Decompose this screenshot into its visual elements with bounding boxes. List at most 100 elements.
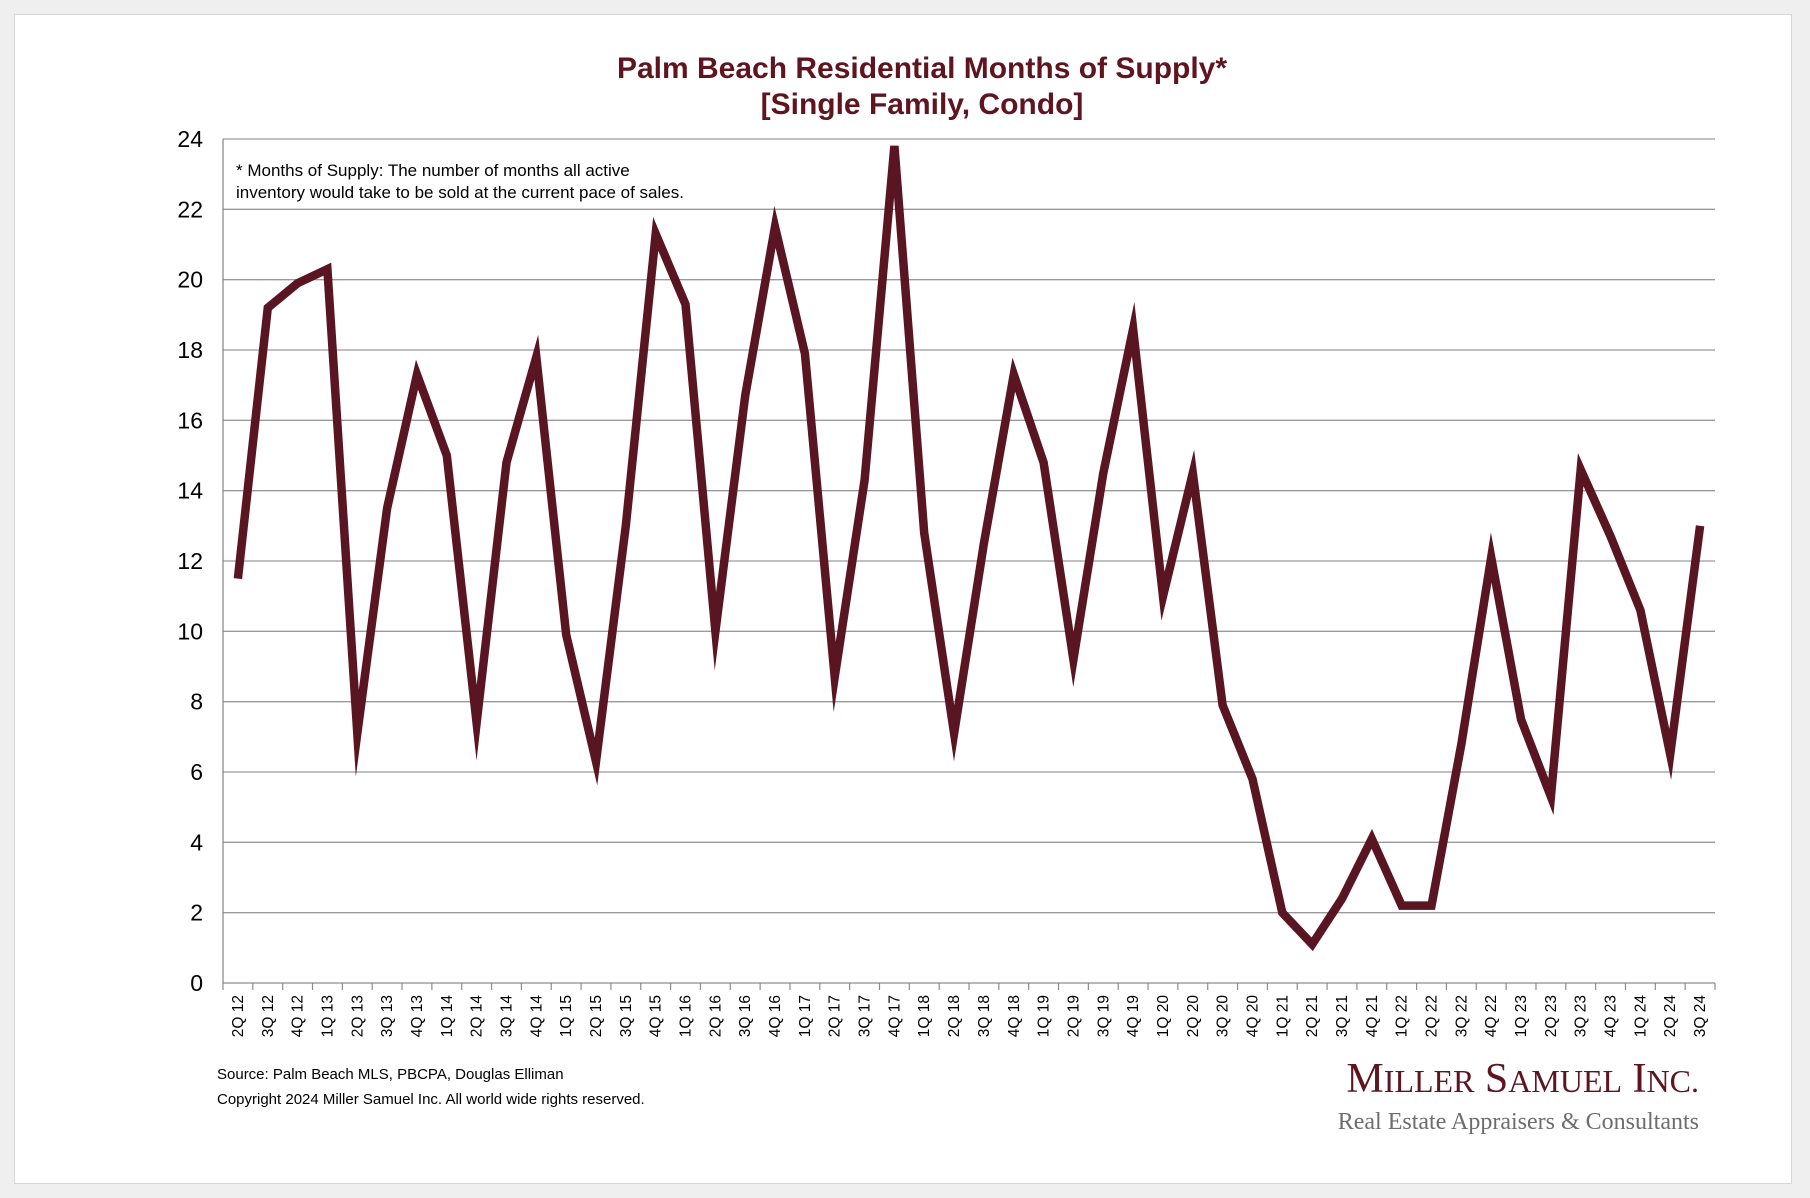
x-tick-label: 3Q 23	[1573, 995, 1590, 1037]
annotation-line-1: * Months of Supply: The number of months…	[236, 161, 630, 180]
data-point	[1249, 776, 1255, 782]
x-tick-label: 3Q 22	[1453, 995, 1470, 1037]
data-point	[712, 628, 718, 634]
chart-subtitle: [Single Family, Condo]	[761, 88, 1084, 121]
data-point	[1309, 941, 1315, 947]
x-tick-label: 4Q 19	[1125, 995, 1142, 1037]
data-point	[235, 576, 241, 582]
data-point	[1339, 896, 1345, 902]
x-tick-labels: 2Q 12 3Q 12 4Q 12 1Q 13 2Q 13 3Q 13 4Q 13 1Q 14…	[230, 995, 1709, 1038]
data-point	[921, 530, 927, 536]
x-tick-label: 3Q 14	[498, 995, 515, 1038]
x-tick-label: 2Q 14	[469, 995, 486, 1038]
data-point	[981, 540, 987, 546]
x-tick-label: 3Q 24	[1692, 995, 1709, 1038]
y-tick-label: 0	[190, 970, 203, 996]
axes	[222, 139, 1716, 990]
x-tick-label: 2Q 21	[1304, 995, 1321, 1037]
x-tick-label: 3Q 20	[1215, 995, 1232, 1038]
x-tick-label: 1Q 21	[1274, 995, 1291, 1037]
x-tick-label: 2Q 18	[946, 995, 963, 1037]
data-point	[1637, 607, 1643, 613]
data-point	[862, 477, 868, 483]
series-layer	[233, 143, 1705, 952]
series-line	[233, 145, 1705, 952]
data-point	[832, 674, 838, 680]
x-tick-label: 1Q 14	[439, 995, 456, 1038]
x-tick-label: 1Q 22	[1394, 995, 1411, 1037]
x-tick-label: 1Q 19	[1036, 995, 1053, 1037]
data-point	[623, 523, 629, 529]
x-tick-label: 3Q 18	[976, 995, 993, 1037]
data-point	[683, 301, 689, 307]
y-tick-label: 6	[190, 759, 203, 785]
x-tick-label: 4Q 22	[1483, 995, 1500, 1037]
x-tick-label: 3Q 17	[857, 995, 874, 1037]
x-tick-label: 3Q 15	[618, 995, 635, 1037]
data-point	[1130, 326, 1136, 332]
data-point	[354, 730, 360, 736]
data-point	[1041, 460, 1047, 466]
x-tick-label: 2Q 12	[230, 995, 247, 1037]
data-point	[1458, 741, 1464, 747]
x-tick-label: 4Q 20	[1244, 995, 1261, 1038]
x-tick-label: 2Q 24	[1662, 995, 1679, 1038]
x-tick-label: 4Q 17	[886, 995, 903, 1037]
x-tick-label: 1Q 17	[797, 995, 814, 1037]
data-point	[1190, 470, 1196, 476]
data-point	[295, 280, 301, 286]
data-point	[503, 460, 509, 466]
data-point	[772, 224, 778, 230]
data-point	[1518, 716, 1524, 722]
gridlines	[223, 138, 1715, 914]
x-tick-label: 1Q 16	[678, 995, 695, 1037]
x-tick-label: 2Q 13	[349, 995, 366, 1037]
x-tick-label: 2Q 22	[1424, 995, 1441, 1037]
y-tick-label: 22	[177, 196, 203, 222]
x-tick-label: 1Q 23	[1513, 995, 1530, 1037]
brand-logo-tagline: Real Estate Appraisers & Consultants	[1338, 1109, 1699, 1135]
x-tick-label: 3Q 16	[737, 995, 754, 1037]
data-point	[324, 266, 330, 272]
y-tick-label: 8	[190, 689, 203, 715]
x-tick-label: 4Q 21	[1364, 995, 1381, 1037]
x-tick-label: 2Q 20	[1185, 995, 1202, 1038]
x-tick-label: 1Q 20	[1155, 995, 1172, 1038]
data-point	[593, 758, 599, 764]
data-point	[1608, 533, 1614, 539]
chart-title: Palm Beach Residential Months of Supply*	[617, 52, 1227, 85]
data-point	[1100, 470, 1106, 476]
x-tick-label: 2Q 16	[707, 995, 724, 1037]
x-tick-label: 4Q 12	[290, 995, 307, 1037]
y-tick-label: 20	[177, 267, 203, 293]
x-tick-label: 3Q 21	[1334, 995, 1351, 1037]
x-tick-label: 4Q 15	[648, 995, 665, 1037]
x-tick-label: 4Q 18	[1006, 995, 1023, 1037]
data-point	[1488, 554, 1494, 560]
data-point	[1429, 903, 1435, 909]
data-point	[1667, 751, 1673, 757]
data-point	[265, 305, 271, 311]
annotation-line-2: inventory would take to be sold at the c…	[236, 183, 684, 202]
x-tick-label: 1Q 18	[916, 995, 933, 1037]
y-tick-label: 14	[177, 478, 203, 504]
data-point	[444, 453, 450, 459]
y-tick-label: 4	[190, 829, 203, 855]
data-point	[1697, 523, 1703, 529]
data-point	[1548, 794, 1554, 800]
data-point	[563, 632, 569, 638]
y-tick-label: 12	[177, 548, 203, 574]
chart-frame: Palm Beach Residential Months of Supply*…	[14, 14, 1792, 1184]
data-point	[533, 354, 539, 360]
data-point	[384, 505, 390, 511]
source-note: Source: Palm Beach MLS, PBCPA, Douglas E…	[217, 1066, 564, 1083]
x-tick-label: 1Q 24	[1632, 995, 1649, 1038]
x-tick-label: 2Q 17	[827, 995, 844, 1037]
data-point	[1070, 656, 1076, 662]
data-point	[891, 143, 897, 149]
x-tick-label: 2Q 15	[588, 995, 605, 1037]
data-point	[414, 372, 420, 378]
x-tick-label: 2Q 19	[1065, 995, 1082, 1037]
data-point	[1011, 372, 1017, 378]
